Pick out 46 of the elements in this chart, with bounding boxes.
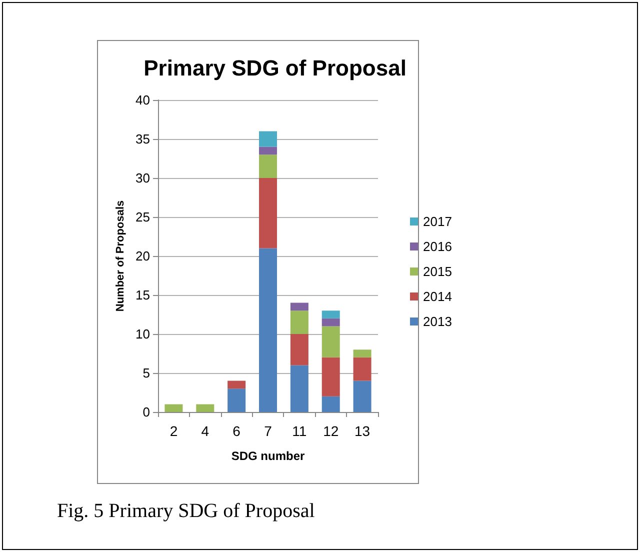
bar [290,310,308,334]
x-tick-label: 12 [323,423,339,439]
bar [353,380,372,412]
bar [322,357,340,396]
chart-title: Primary SDG of Proposal [144,56,406,80]
x-tick-label: 2 [170,423,178,439]
bar [228,380,246,389]
bar [164,404,183,412]
x-tick-label: 6 [232,423,241,439]
y-tick-label: 0 [142,404,150,420]
legend-label: 2017 [423,214,452,229]
bar [290,302,308,311]
bar [353,357,372,381]
legend-label: 2015 [423,264,452,279]
caption: Fig. 5 Primary SDG of Proposal [57,500,315,523]
y-axis-title: Number of Proposals [114,200,126,312]
x-axis-title: SDG number [231,449,305,463]
bar [322,310,340,318]
y-tick-label: 10 [136,326,150,342]
bar [322,318,340,326]
y-tick-label: 15 [136,288,150,302]
bar [353,350,372,358]
bar [259,131,277,147]
bar [259,154,277,178]
bar [322,396,340,412]
x-tick-label: 11 [292,423,307,439]
y-tick-label: 35 [136,132,150,146]
bar [322,326,340,358]
x-tick-label: 7 [264,423,272,439]
bar [290,334,308,366]
legend-label: 2014 [423,289,452,304]
y-tick-label: 25 [136,210,150,224]
y-tick-label: 40 [136,92,150,108]
y-tick-label: 30 [136,170,150,186]
y-tick-label: 20 [136,248,150,264]
bar [228,388,246,412]
bar [196,404,214,412]
bar [259,146,277,155]
legend-label: 2016 [423,239,452,254]
bar [259,178,277,248]
bar [259,248,277,412]
legend-label: 2013 [423,314,452,329]
x-tick-label: 4 [201,423,210,439]
bar [290,365,308,412]
x-tick-label: 13 [354,423,370,439]
y-tick-label: 5 [142,366,150,380]
